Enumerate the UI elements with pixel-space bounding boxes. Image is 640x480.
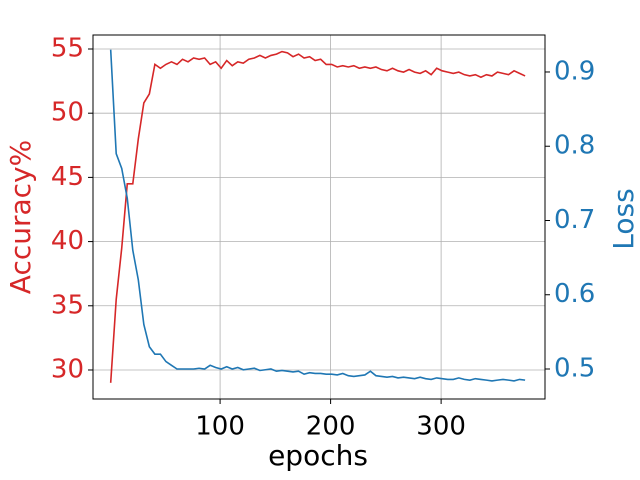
y-tick-label: 50 [51, 98, 84, 128]
y2-tick-label: 0.6 [554, 279, 595, 309]
data-line [109, 50, 526, 383]
y-tick-label: 45 [51, 162, 84, 192]
y-axis-label: Accuracy% [4, 140, 37, 294]
x-axis-label: epochs [268, 439, 368, 472]
y2-tick-label: 0.7 [554, 205, 595, 235]
data-line [109, 49, 526, 382]
x-tick-label: 200 [306, 412, 356, 442]
y-tick-label: 30 [51, 354, 84, 384]
y2-axis-label: Loss [607, 188, 640, 249]
y-tick-label: 40 [51, 226, 84, 256]
y2-tick-label: 0.8 [554, 131, 595, 161]
x-tick-label: 100 [195, 412, 245, 442]
y-tick-label: 55 [51, 33, 84, 63]
x-tick-label: 300 [416, 412, 466, 442]
plot-frame [92, 34, 546, 400]
y2-tick-label: 0.9 [554, 56, 595, 86]
y2-tick-label: 0.5 [554, 354, 595, 384]
y-tick-label: 35 [51, 290, 84, 320]
